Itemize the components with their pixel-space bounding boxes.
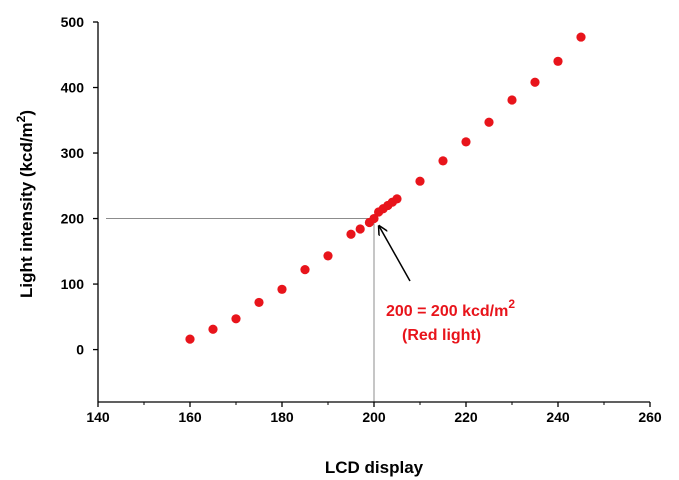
data-point — [277, 284, 287, 294]
annotation-line-1-main: 200 = 200 kcd/m — [386, 303, 508, 320]
x-tick-label: 180 — [270, 409, 294, 425]
data-point — [369, 213, 379, 224]
data-point — [438, 156, 448, 166]
y-tick-label: 200 — [61, 211, 85, 227]
data-point — [553, 56, 563, 66]
x-tick-label: 160 — [178, 409, 202, 425]
data-point — [530, 77, 540, 87]
ticks: 0 100 200 300 400 500 140 160 180 200 220 240 260 — [61, 14, 662, 425]
y-axis-title: Light intensity (kcd/m2) — [14, 110, 36, 298]
y-axis-title-close: ) — [17, 110, 36, 116]
data-point — [461, 137, 471, 147]
data-point — [484, 117, 494, 127]
y-tick-label: 500 — [61, 14, 85, 30]
x-tick-label: 260 — [638, 409, 662, 425]
data-point — [208, 324, 218, 334]
x-tick-label: 140 — [86, 409, 110, 425]
data-point — [254, 297, 264, 308]
x-tick-label: 240 — [546, 409, 570, 425]
reference-lines — [106, 218, 375, 402]
data-point — [392, 194, 402, 204]
data-point — [355, 224, 365, 234]
annotation-line-2: (Red light) — [402, 327, 481, 344]
data-point — [576, 32, 586, 42]
annotation-line-1: 200 = 200 kcd/m2 — [386, 297, 515, 320]
data-point — [346, 229, 356, 239]
data-point — [300, 265, 310, 275]
y-tick-label: 400 — [61, 80, 85, 96]
data-point — [231, 314, 241, 324]
y-tick-label: 300 — [61, 145, 85, 161]
data-point — [415, 176, 425, 186]
annotation-line-1-sup: 2 — [508, 297, 515, 311]
x-tick-label: 200 — [362, 409, 386, 425]
data-point — [507, 95, 517, 105]
data-point — [323, 251, 333, 261]
annotation-arrow — [379, 226, 411, 282]
x-axis-title: LCD display — [325, 458, 424, 477]
data-points — [185, 32, 586, 344]
x-tick-label: 220 — [454, 409, 478, 425]
y-tick-label: 100 — [61, 276, 85, 292]
y-axis-title-sup: 2 — [14, 115, 28, 122]
y-axis-title-main: Light intensity (kcd/m — [17, 122, 36, 298]
data-point — [185, 334, 195, 344]
y-tick-label: 0 — [76, 342, 84, 358]
